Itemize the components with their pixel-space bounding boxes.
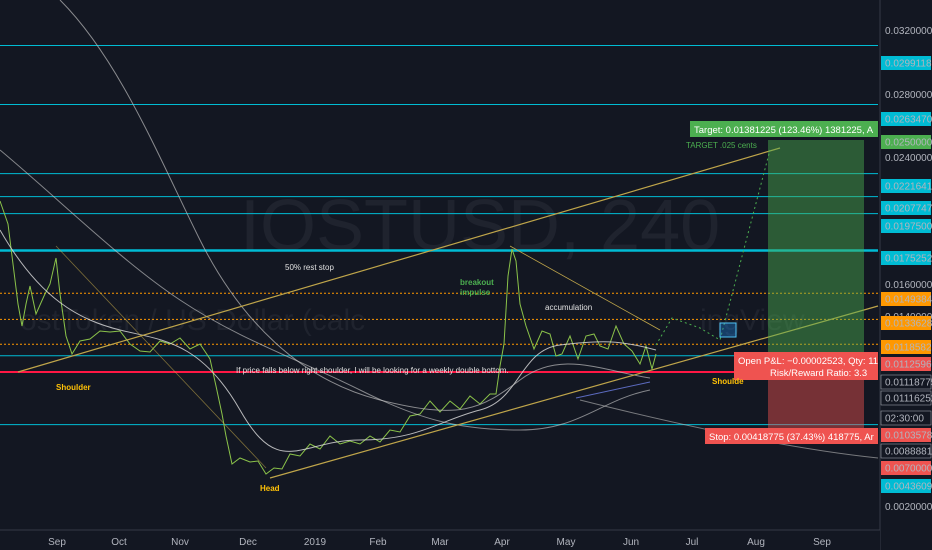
price-label: 0.01185826 [885, 343, 932, 354]
time-tick: Jul [686, 537, 699, 548]
price-label: 0.02216413 [885, 182, 932, 193]
price-label: 0.01752528 [885, 254, 932, 265]
price-label-box [881, 357, 931, 371]
moving-average-mid [0, 149, 651, 431]
annotation-rest-stop: 50% rest stop [285, 263, 334, 272]
price-label: 0.02634703 [885, 115, 932, 126]
annotation-shoulder-left: Shoulder [56, 383, 91, 392]
stop-label-box [705, 428, 878, 444]
annotation-breakout-line2: impulse [460, 288, 491, 297]
trend-line-left [55, 245, 267, 469]
price-label-box [881, 201, 931, 215]
drawings [17, 147, 879, 479]
price-label: 0.02077476 [885, 204, 932, 215]
long-position-tool[interactable]: Target: 0.01381225 (123.46%) 1381225, A O… [690, 121, 878, 444]
target-zone [768, 140, 864, 352]
rr-label: Risk/Reward Ratio: 3.3 [770, 368, 867, 379]
time-tick: Sep [813, 537, 831, 548]
time-tick: Nov [171, 537, 189, 548]
channel-upper-line [17, 147, 781, 373]
projection-path [655, 149, 771, 346]
time-tick: May [557, 537, 576, 548]
time-tick: 2019 [304, 537, 327, 548]
price-label-box [881, 479, 931, 493]
price-label: 0.01493844 [885, 295, 932, 306]
price-label-box [881, 135, 931, 149]
price-label-box [881, 219, 931, 233]
time-tick: Feb [369, 537, 387, 548]
moving-average-long [59, 0, 651, 411]
price-label-box [881, 112, 931, 126]
price-label: 0.01116252 [885, 394, 932, 405]
pnl-label: Open P&L: −0.00002523, Qty: 11 [738, 356, 878, 367]
price-label-box [881, 428, 931, 442]
price-label-box [880, 443, 932, 459]
time-tick: Aug [747, 537, 765, 548]
price-label-box [880, 390, 932, 406]
price-label-box [881, 316, 931, 330]
stop-label: Stop: 0.00418775 (37.43%) 418775, Ar [709, 432, 874, 443]
price-label-box [881, 251, 931, 265]
trend-line-accumulation [509, 245, 661, 331]
time-tick: Apr [494, 537, 510, 548]
price-label-box [880, 374, 932, 390]
price-label: 0.01118775 [885, 378, 932, 389]
price-label-box [881, 340, 931, 354]
price-label: 0.01336281 [885, 319, 932, 330]
price-label-box [881, 179, 931, 193]
watermark-symbol: IOSTUSD, 240 [240, 186, 720, 266]
annotation-double-bottom: If price falls below right shoulder, I w… [236, 366, 509, 375]
annotation-target-note: TARGET .025 cents [686, 141, 757, 150]
annotation-head: Head [260, 484, 280, 493]
time-tick: Dec [239, 537, 257, 548]
stop-zone [768, 372, 864, 435]
text-annotations: 50% rest stop Shoulder Shoulde Head breakout… [56, 141, 757, 493]
price-label: 0.00888813 [885, 447, 932, 458]
price-line [0, 200, 657, 475]
price-series [0, 0, 879, 475]
time-tick: Oct [111, 537, 127, 548]
pnl-box [734, 352, 878, 380]
target-label: Target: 0.01381225 (123.46%) 1381225, A [694, 125, 874, 136]
channel-lower-line [269, 305, 879, 479]
price-axis-bg [880, 0, 932, 550]
time-tick: Mar [431, 537, 449, 548]
time-tick: Jun [623, 537, 639, 548]
price-label: 0.00436098 [885, 482, 932, 493]
price-label-box [881, 461, 931, 475]
price-label: 0.01125960 [885, 360, 932, 371]
price-label: 0.02991189 [885, 59, 932, 70]
price-label-box [880, 410, 932, 426]
price-label-box [881, 292, 931, 306]
time-axis[interactable]: Sep Oct Nov Dec 2019 Feb Mar Apr May Jun Jul Aug Sep [0, 529, 880, 550]
moving-average-short [0, 229, 657, 452]
time-axis-bg [0, 530, 880, 550]
entry-marker-box [719, 322, 737, 338]
annotation-shoulder-right: Shoulde [712, 377, 744, 386]
wedge-line [575, 381, 651, 399]
target-label-box [690, 121, 878, 137]
price-label: 0.01035785 [885, 431, 932, 442]
annotation-accumulation: accumulation [545, 303, 592, 312]
price-label: 02:30:00 [885, 414, 924, 425]
time-tick: Sep [48, 537, 66, 548]
annotation-breakout-line1: breakout [460, 278, 494, 287]
price-label-box [881, 56, 931, 70]
